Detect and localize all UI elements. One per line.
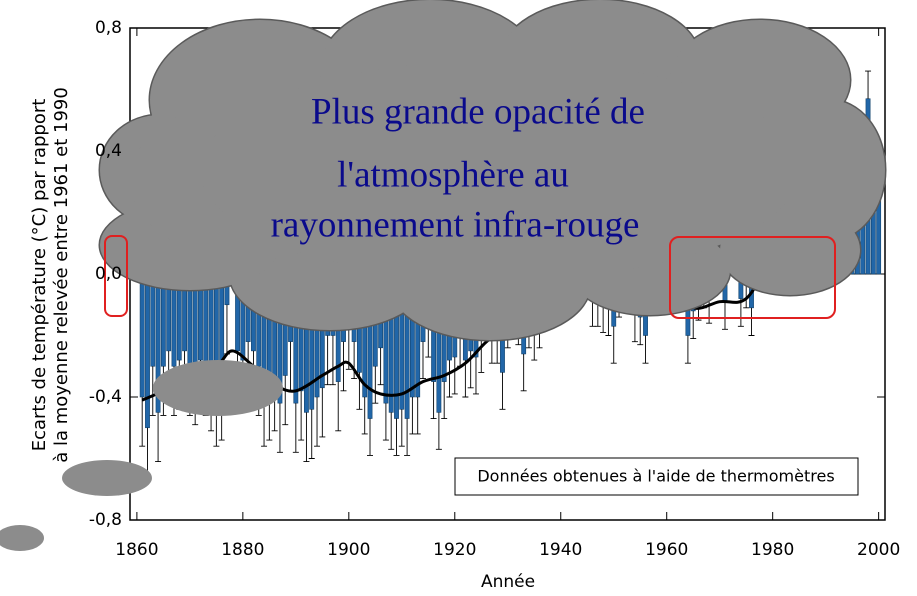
annotation-line: Plus grande opacité de: [311, 91, 645, 132]
y-tick-label: 0,0: [95, 264, 122, 284]
error-bar: [377, 347, 384, 386]
x-tick-label: 1900: [327, 540, 370, 560]
error-bar: [282, 375, 289, 426]
error-bar: [398, 409, 405, 447]
error-bar: [372, 366, 379, 404]
annotation-line: rayonnement infra-rouge: [271, 204, 640, 245]
error-bar: [329, 335, 336, 386]
error-bar: [340, 341, 347, 392]
cloud-puff: [0, 525, 44, 551]
x-tick-label: 1880: [221, 540, 264, 560]
error-bar: [430, 381, 437, 419]
y-tick-label: -0,4: [89, 387, 122, 407]
cloud-fill: [775, 100, 885, 240]
error-bar: [308, 409, 315, 459]
x-tick-label: 1860: [115, 540, 158, 560]
x-tick-label: 1920: [433, 540, 476, 560]
error-bar: [631, 313, 638, 343]
error-bar: [419, 341, 426, 379]
error-bar: [298, 390, 305, 441]
error-bar: [520, 353, 527, 392]
annotation-line: l'atmosphère au: [337, 154, 569, 195]
x-tick-label: 2000: [857, 540, 900, 560]
error-bar: [451, 357, 458, 395]
highlight-box: [669, 236, 836, 319]
error-bar: [748, 307, 755, 336]
error-bar: [382, 403, 389, 441]
error-bar: [155, 412, 162, 463]
error-bar: [351, 341, 358, 379]
error-bar: [610, 326, 617, 364]
error-bar: [324, 335, 331, 386]
error-bar: [472, 357, 479, 395]
error-bar: [388, 412, 395, 450]
bar: [145, 273, 150, 429]
error-bar: [409, 397, 416, 435]
error-bar: [367, 418, 374, 456]
error-bar: [446, 360, 453, 398]
y-axis-label: Ecarts de température (°C) par rapport à…: [29, 87, 72, 463]
y-axis-label-line: à la moyenne relevée entre 1961 et 1990: [51, 87, 72, 463]
x-tick-label: 1940: [539, 540, 582, 560]
error-bar: [393, 418, 400, 456]
cloud-puff: [153, 360, 283, 416]
error-bar: [478, 335, 485, 373]
error-bar: [684, 335, 691, 364]
x-axis-label: Année: [481, 572, 535, 592]
legend-box: [454, 457, 859, 496]
y-axis-label-line: Ecarts de température (°C) par rapport: [29, 99, 50, 452]
cloud: [98, 0, 887, 342]
error-bar: [637, 317, 644, 346]
error-bar: [303, 412, 310, 463]
x-tick-label: 1960: [645, 540, 688, 560]
x-tick-label: 1980: [751, 540, 794, 560]
error-bar: [737, 298, 744, 327]
y-tick-label: 0,4: [95, 141, 122, 161]
error-bar: [335, 381, 342, 432]
error-bar: [149, 366, 156, 416]
error-bar: [462, 360, 469, 398]
error-bar: [690, 310, 697, 340]
error-bar: [721, 301, 728, 330]
error-bar: [499, 372, 506, 410]
error-bar: [441, 381, 448, 419]
highlight-box: [104, 235, 128, 317]
error-bar: [865, 70, 872, 99]
y-tick-label: -0,8: [89, 510, 122, 530]
error-bar: [276, 403, 283, 453]
bar: [139, 273, 145, 398]
error-bar: [404, 418, 411, 456]
error-bar: [314, 397, 321, 447]
error-bar: [139, 397, 146, 447]
cloud-puff: [62, 460, 152, 496]
error-bar: [319, 387, 326, 438]
cloud-fill: [200, 60, 800, 280]
error-bar: [361, 397, 368, 435]
error-bar: [435, 412, 442, 450]
error-bar: [292, 403, 299, 453]
error-bar: [642, 335, 649, 364]
y-tick-label: 0,8: [95, 18, 122, 38]
error-bar: [414, 397, 421, 435]
legend-text: Données obtenues à l'aide de thermomètre…: [477, 467, 834, 486]
annotation: Plus grande opacité de l'atmosphère au r…: [271, 91, 645, 245]
